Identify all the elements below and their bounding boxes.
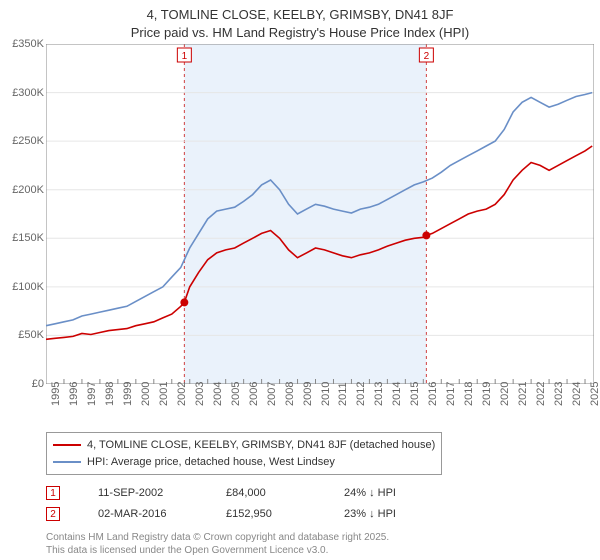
legend-label-price: 4, TOMLINE CLOSE, KEELBY, GRIMSBY, DN41 …	[87, 437, 435, 454]
chart-container: 4, TOMLINE CLOSE, KEELBY, GRIMSBY, DN41 …	[0, 0, 600, 560]
marker-row-2: 2 02-MAR-2016 £152,950 23% ↓ HPI	[46, 504, 584, 525]
y-axis-labels: £0£50K£100K£150K£200K£250K£300K£350K	[0, 44, 46, 384]
marker-date-2: 02-MAR-2016	[98, 504, 188, 525]
title-line-1: 4, TOMLINE CLOSE, KEELBY, GRIMSBY, DN41 …	[0, 6, 600, 24]
x-axis-labels: 1995199619971998199920002001200220032004…	[46, 384, 594, 424]
legend-label-hpi: HPI: Average price, detached house, West…	[87, 454, 335, 471]
marker-price-1: £84,000	[226, 483, 306, 504]
marker-badge-2: 2	[46, 507, 60, 521]
legend-row-hpi: HPI: Average price, detached house, West…	[53, 454, 435, 471]
legend-row-price: 4, TOMLINE CLOSE, KEELBY, GRIMSBY, DN41 …	[53, 437, 435, 454]
marker-row-1: 1 11-SEP-2002 £84,000 24% ↓ HPI	[46, 483, 584, 504]
marker-delta-2: 23% ↓ HPI	[344, 504, 396, 525]
marker-table: 1 11-SEP-2002 £84,000 24% ↓ HPI 2 02-MAR…	[46, 483, 584, 525]
plot-svg: 12	[46, 44, 594, 384]
chart-area: £0£50K£100K£150K£200K£250K£300K£350K 12 …	[0, 44, 600, 424]
svg-text:1: 1	[182, 51, 188, 62]
legend-swatch-hpi	[53, 461, 81, 463]
marker-date-1: 11-SEP-2002	[98, 483, 188, 504]
attribution-line-1: Contains HM Land Registry data © Crown c…	[46, 531, 584, 544]
marker-price-2: £152,950	[226, 504, 306, 525]
chart-title: 4, TOMLINE CLOSE, KEELBY, GRIMSBY, DN41 …	[0, 0, 600, 41]
legend-block: 4, TOMLINE CLOSE, KEELBY, GRIMSBY, DN41 …	[46, 432, 584, 557]
svg-text:2: 2	[424, 51, 430, 62]
attribution-line-2: This data is licensed under the Open Gov…	[46, 544, 584, 557]
legend-box: 4, TOMLINE CLOSE, KEELBY, GRIMSBY, DN41 …	[46, 432, 442, 475]
attribution: Contains HM Land Registry data © Crown c…	[46, 531, 584, 557]
legend-swatch-price	[53, 444, 81, 446]
marker-delta-1: 24% ↓ HPI	[344, 483, 396, 504]
title-line-2: Price paid vs. HM Land Registry's House …	[0, 24, 600, 42]
marker-badge-1: 1	[46, 486, 60, 500]
